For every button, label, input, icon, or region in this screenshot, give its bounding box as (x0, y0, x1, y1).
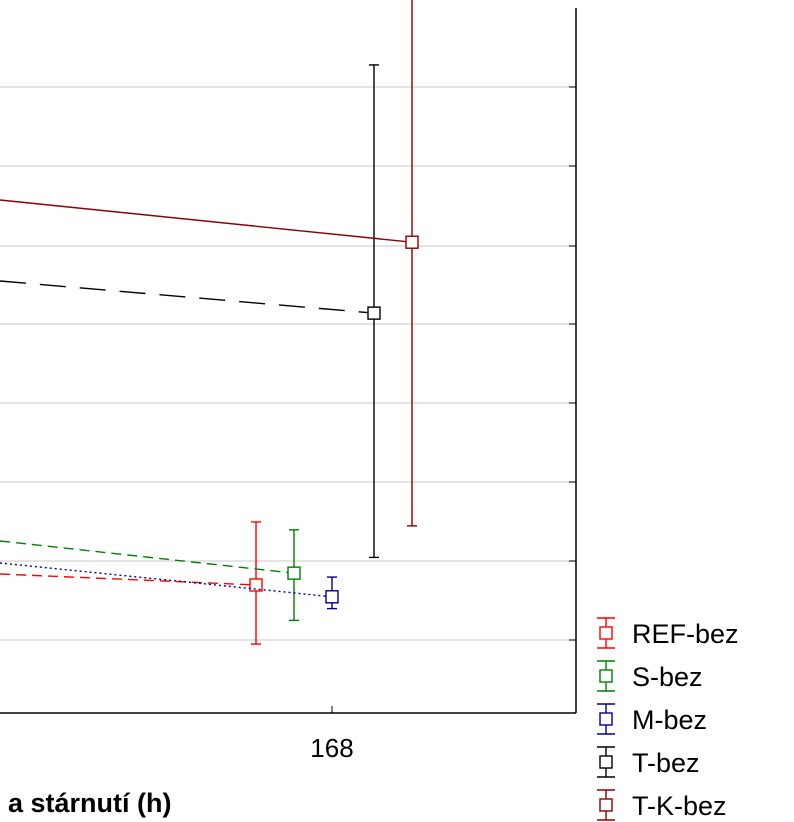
legend-item: S-bez (597, 660, 703, 692)
legend-marker (599, 798, 613, 812)
series-T-bez (0, 64, 381, 559)
series-line (0, 540, 295, 574)
legend-marker (599, 755, 613, 769)
data-point (367, 306, 381, 320)
legend-item: T-bez (597, 746, 700, 778)
x-axis-label: a stárnutí (h) (8, 788, 172, 818)
legend-label: S-bez (632, 662, 703, 692)
series-layer (0, 0, 419, 645)
legend-marker (599, 626, 613, 640)
legend-marker (599, 669, 613, 683)
gridlines (0, 86, 576, 641)
legend-label: T-bez (632, 748, 700, 778)
legend-item: M-bez (597, 703, 707, 735)
series-M-bez (0, 562, 339, 610)
series-REF-bez (0, 521, 263, 645)
legend-item: REF-bez (597, 617, 739, 649)
data-point (325, 590, 339, 604)
plot-frame (0, 8, 577, 714)
data-point (405, 235, 419, 249)
series-line (0, 280, 375, 314)
series-T-K-bez (0, 0, 419, 527)
legend-item: T-K-bez (597, 789, 727, 821)
legend-label: REF-bez (632, 619, 739, 649)
data-point (287, 566, 301, 580)
x-tick-label: 168 (310, 733, 353, 763)
series-S-bez (0, 529, 301, 622)
series-line (0, 199, 413, 243)
legend-label: T-K-bez (632, 791, 727, 821)
data-point (249, 578, 263, 592)
legend-marker (599, 712, 613, 726)
legend-label: M-bez (632, 705, 707, 735)
x-axis: 168 (310, 706, 354, 763)
series-line (0, 562, 333, 598)
series-line (0, 573, 257, 586)
legend: REF-bez S-bez M-bez T-bez T-K-bez (597, 617, 739, 821)
